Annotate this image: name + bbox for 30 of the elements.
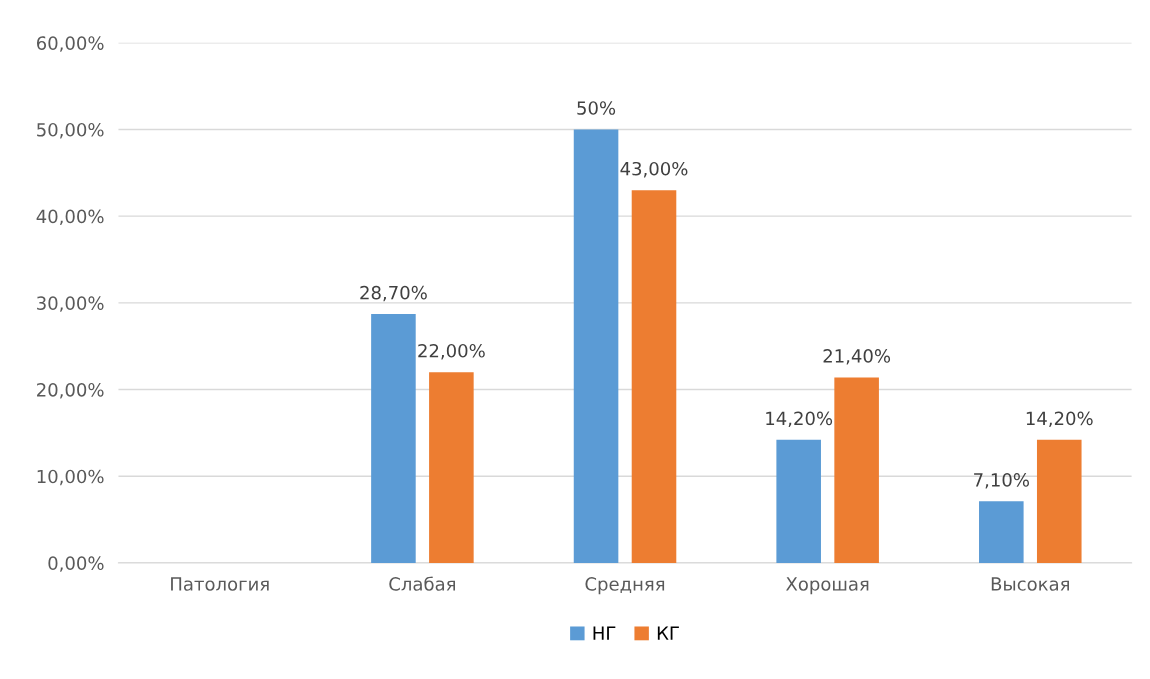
y-tick-label: 50,00% [37,122,104,139]
data-label: 50% [577,101,616,115]
data-label: 28,70% [360,285,427,302]
legend-label: НГ [593,626,616,640]
bar [776,439,821,563]
x-tick-label: Патология [171,577,269,591]
bar [1036,439,1082,563]
bar [631,190,677,563]
data-label: 14,20% [766,411,833,428]
y-tick-label: 10,00% [37,469,104,486]
x-tick-label: Высокая [991,577,1069,591]
data-label: 7,10% [974,473,1029,489]
legend-label: КГ [657,626,679,640]
data-label: 43,00% [620,161,688,178]
data-label: 14,20% [1026,411,1093,428]
y-tick-label: 0,00% [48,556,104,572]
bar [371,314,416,563]
y-tick-label: 60,00% [36,36,104,52]
x-tick-label: Хорошая [786,577,869,595]
y-tick-label: 40,00% [36,209,104,226]
data-label: 22,00% [418,343,485,360]
bar [979,501,1024,563]
x-tick-label: Средняя [585,577,665,595]
y-tick-label: 30,00% [37,296,104,312]
bar [834,377,879,563]
bar [573,129,619,563]
bar [429,372,474,563]
y-tick-label: 20,00% [37,382,104,399]
x-tick-label: Слабая [389,576,455,591]
data-label: 21,40% [823,349,891,365]
